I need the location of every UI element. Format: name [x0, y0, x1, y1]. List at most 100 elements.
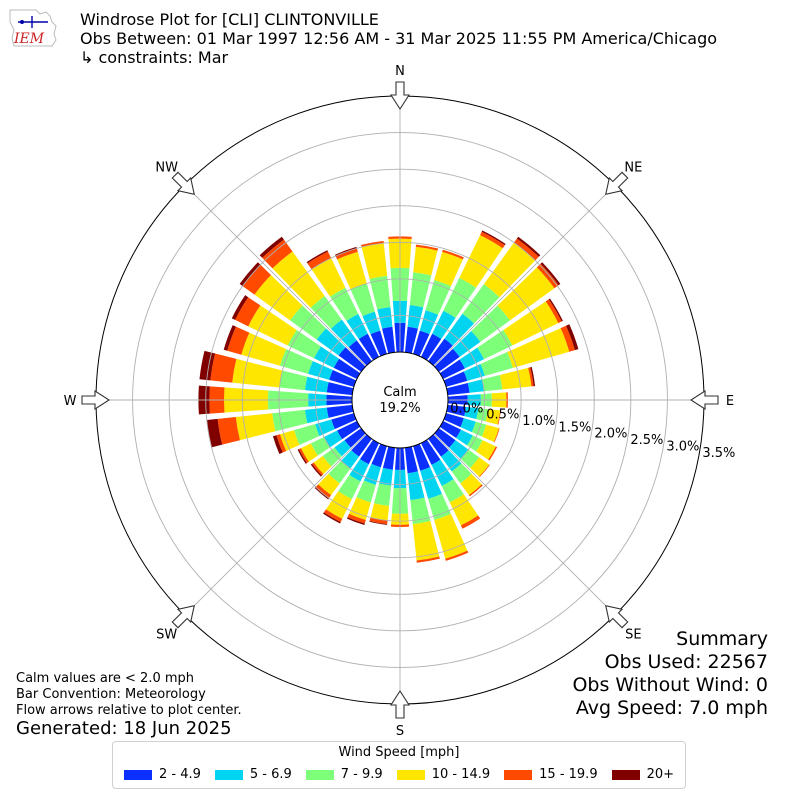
windrose-bar-segment [330, 319, 357, 348]
windrose-bar-segment [241, 332, 287, 366]
windrose-bar-segment [335, 248, 358, 260]
windrose-bar-segment [310, 436, 330, 456]
windrose-bar-segment [493, 428, 500, 443]
windrose-bar-segment [497, 410, 501, 425]
obs-without-wind: Obs Without Wind: 0 [572, 674, 768, 696]
windrose-bar-segment [279, 349, 313, 374]
windrose-bar-segment [449, 494, 479, 526]
windrose-bar-segment [351, 434, 372, 457]
windrose-bar-segment [456, 429, 473, 446]
compass-label: NE [624, 161, 642, 176]
windrose-bar-segment [369, 517, 388, 525]
windrose-bar-segment [428, 493, 451, 521]
windrose-bar-segment [513, 238, 539, 261]
windrose-bar-segment [451, 463, 472, 484]
windrose-bar-segment [315, 484, 332, 499]
windrose-bar-segment [459, 235, 503, 288]
legend-label: 20+ [646, 767, 675, 782]
legend-item: 2 - 4.9 [123, 767, 201, 782]
windrose-bar-segment [306, 250, 328, 264]
windrose-bar-segment [460, 515, 481, 529]
windrose-bar-segment [338, 347, 366, 372]
windrose-bar-segment [333, 358, 361, 380]
windrose-bar-segment [464, 406, 479, 420]
flow-arrow-shape [389, 689, 411, 719]
windrose-bar-segment [328, 460, 351, 484]
windrose-bar-segment [412, 521, 440, 561]
legend-label: 2 - 4.9 [158, 767, 201, 782]
windrose-bar-segment [530, 366, 536, 387]
iem-logo: IEM [9, 9, 57, 47]
legend: Wind Speed [mph] 2 - 4.9 5 - 6.9 7 - 9.9 10… [112, 741, 686, 789]
windrose-bar-segment [290, 305, 327, 340]
windrose-bar-segment [223, 325, 237, 351]
windrose-bar-segment [434, 348, 460, 372]
flow-arrow-icon [171, 605, 195, 629]
windrose-bar-segment [443, 371, 468, 387]
windrose-bar-segment [276, 434, 287, 453]
legend-swatch [504, 769, 533, 780]
windrose-bar-segment [516, 236, 541, 257]
windrose-bar-segment [374, 483, 392, 506]
windrose-bar-segment [407, 471, 425, 501]
windrose-bar-segment [300, 443, 318, 462]
svg-text:IEM: IEM [13, 31, 45, 47]
radial-tick-label: 3.5% [702, 446, 735, 461]
calm-label: Calm [383, 385, 416, 400]
summary-panel: Summary Obs Used: 22567 Obs Without Wind… [572, 628, 768, 720]
windrose-bar-segment [369, 521, 388, 525]
windrose-bar-segment [331, 413, 357, 430]
windrose-bar-segment [346, 314, 368, 340]
windrose-bar-segment [428, 338, 453, 366]
windrose-bar-segment [323, 430, 343, 448]
windrose-bar-segment [434, 428, 456, 448]
windrose-bar-segment [545, 299, 562, 324]
legend-swatch [214, 769, 243, 780]
windrose-bar-segment [337, 251, 367, 290]
windrose-bar-segment [358, 333, 380, 361]
windrose-bar-segment [323, 509, 343, 523]
windrose-bar-segment [359, 439, 380, 465]
windrose-bar-segment [279, 430, 300, 451]
legend-swatch [396, 769, 425, 780]
windrose-bar-segment [467, 435, 483, 452]
windrose-bar-segment [480, 352, 513, 376]
legend-swatch [123, 769, 152, 780]
windrose-bar-segment [279, 370, 308, 391]
flow-arrow-icon [389, 81, 411, 111]
windrose-bar-segment [334, 440, 351, 457]
legend-title: Wind Speed [mph] [338, 745, 460, 760]
windrose-bar-segment [443, 277, 477, 318]
radial-tick-label: 1.5% [558, 420, 591, 435]
windrose-bar-segment [443, 413, 464, 428]
windrose-bar-segment [350, 283, 375, 317]
windrose-bar-segment [248, 305, 297, 346]
radial-tick-label: 3.0% [666, 439, 699, 454]
windrose-bar-segment [481, 424, 499, 442]
windrose-bar-segment [480, 231, 505, 249]
flow-arrows-note: Flow arrows relative to plot center. [16, 703, 242, 718]
flow-arrow-shape [81, 389, 111, 411]
windrose-bar-segment [316, 328, 346, 356]
windrose-bar-segment [326, 404, 354, 418]
windrose-bar-segment [349, 497, 371, 521]
legend-label: 5 - 6.9 [249, 767, 292, 782]
grid-spoke [184, 433, 367, 616]
windrose-bar-segment [259, 236, 284, 258]
legend-item: 20+ [611, 767, 675, 782]
radial-tick-label: 0.0% [450, 401, 483, 416]
radial-tick-label: 1.0% [522, 414, 555, 429]
windrose-bar-segment [497, 267, 555, 321]
constraints-label: ↳ constraints: Mar [80, 48, 229, 67]
windrose-bar-segment [481, 230, 506, 246]
windrose-bar-segment [377, 307, 393, 329]
legend-items: 2 - 4.9 5 - 6.9 7 - 9.9 10 - 14.9 15 - 19.9 2… [113, 767, 685, 782]
radial-tick-label: 0.5% [486, 408, 519, 423]
windrose-bar-segment [361, 243, 388, 279]
windrose-bar-segment [459, 347, 484, 369]
legend-label: 10 - 14.9 [431, 767, 491, 782]
windrose-bar-segment [536, 263, 559, 289]
windrose-bar-segment [311, 258, 346, 297]
legend-item: 5 - 6.9 [214, 767, 292, 782]
